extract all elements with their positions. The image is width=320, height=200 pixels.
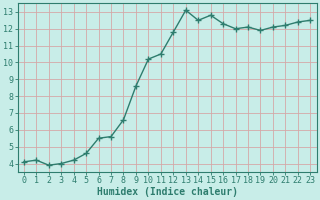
X-axis label: Humidex (Indice chaleur): Humidex (Indice chaleur) — [97, 186, 237, 197]
